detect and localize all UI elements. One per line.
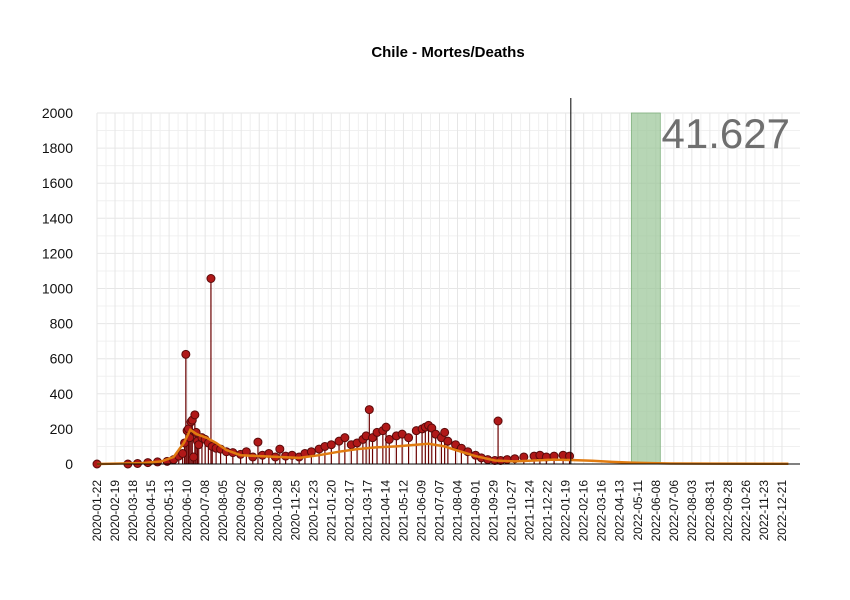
x-tick-label: 2020-01-22 [90,480,104,542]
data-point [189,452,199,462]
y-tick-label: 1000 [42,281,73,297]
x-tick-label: 2022-08-03 [685,480,699,542]
data-point [206,273,216,283]
x-tick-label: 2020-03-18 [126,480,140,542]
y-tick-label: 200 [50,421,74,437]
y-tick-label: 400 [50,386,74,402]
x-tick-label: 2020-11-25 [288,480,302,541]
data-point [306,447,316,457]
x-tick-label: 2021-07-07 [432,480,446,542]
x-tick-label: 2020-08-05 [216,480,230,542]
x-tick-label: 2021-08-04 [451,480,465,542]
x-tick-label: 2022-07-06 [667,480,681,542]
total-annotation: 41.627 [662,110,790,157]
x-tick-label: 2020-10-28 [270,480,284,542]
data-point [181,349,191,359]
y-tick-label: 1800 [42,140,73,156]
trend-line [96,427,789,466]
data-point [178,448,188,458]
x-tick-label: 2022-08-31 [703,480,717,542]
x-tick-label: 2022-02-16 [577,480,591,542]
data-point [384,434,394,444]
x-tick-label: 2022-10-26 [739,480,753,542]
x-tick-label: 2021-09-29 [487,480,501,542]
y-tick-label: 600 [50,351,74,367]
shaded-band [630,112,661,465]
x-tick-label: 2022-03-16 [595,480,609,542]
data-point [364,405,374,415]
x-tick-label: 2020-09-30 [252,480,266,542]
x-tick-label: 2022-01-19 [559,480,573,542]
data-point [404,433,414,443]
x-tick-label: 2022-05-11 [631,480,645,541]
x-tick-label: 2021-09-01 [469,480,483,542]
x-tick-label: 2021-03-17 [360,480,374,542]
x-tick-label: 2021-12-22 [541,480,555,542]
x-tick-label: 2022-12-21 [775,480,789,542]
x-tick-label: 2021-02-17 [342,480,356,542]
x-tick-label: 2020-02-19 [108,480,122,542]
y-tick-label: 800 [50,316,74,332]
x-tick-label: 2022-11-23 [757,480,771,541]
x-tick-label: 2021-10-27 [505,480,519,542]
data-point [190,410,200,420]
y-tick-label: 2000 [42,105,73,121]
x-tick-label: 2021-11-24 [523,480,537,541]
x-tick-label: 2021-04-14 [378,480,392,542]
data-point [253,437,263,447]
x-tick-label: 2020-04-15 [144,480,158,542]
x-tick-label: 2020-07-08 [198,480,212,542]
data-point [275,444,285,454]
x-tick-label: 2020-12-23 [306,480,320,542]
data-point [340,433,350,443]
chart-title: Chile - Mortes/Deaths [371,44,524,61]
data-point [381,422,391,432]
x-tick-label: 2022-04-13 [613,480,627,542]
x-tick-label: 2022-06-08 [649,480,663,542]
x-tick-label: 2021-01-20 [324,480,338,542]
x-tick-label: 2020-09-02 [234,480,248,542]
y-tick-label: 1200 [42,245,73,261]
data-point [440,427,450,437]
shaded-range [630,112,661,465]
axes: 0 200 400 600 800 1000 1200 1400 1600 1800 2000 202… [42,98,800,541]
y-tick-label: 1600 [42,175,73,191]
y-tick-label: 0 [65,456,73,472]
x-tick-label: 2020-06-10 [180,480,194,542]
data-point [493,416,503,426]
x-tick-label: 2020-05-13 [162,480,176,542]
x-tick-label: 2021-06-09 [414,480,428,542]
data-point [326,440,336,450]
data-marks [92,273,789,469]
y-tick-label: 1400 [42,210,73,226]
grid [96,112,800,465]
data-point [443,436,453,446]
x-tick-label: 2022-09-28 [721,480,735,542]
x-tick-label: 2021-05-12 [396,480,410,542]
